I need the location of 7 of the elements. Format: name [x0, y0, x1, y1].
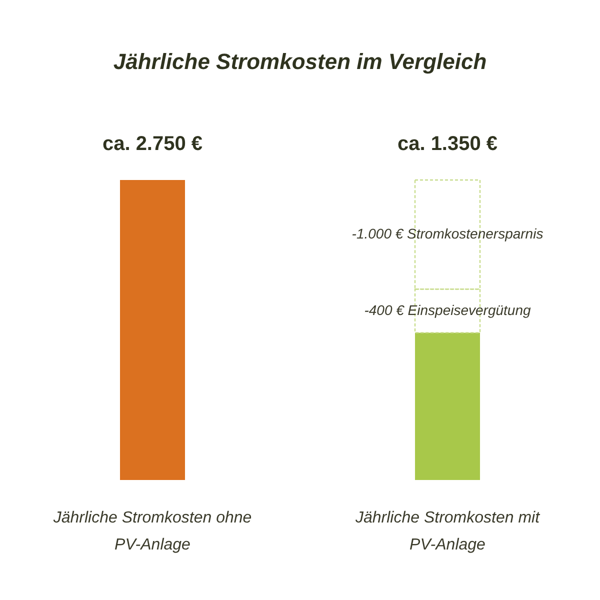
chart-title: Jährliche Stromkosten im Vergleich: [113, 49, 487, 74]
data-label: ca. 2.750 €: [102, 133, 203, 155]
annotation: -400 € Einspeisevergütung: [364, 302, 531, 318]
data-label: ca. 1.350 €: [397, 133, 498, 155]
annotation: -1.000 € Stromkostenersparnis: [352, 226, 544, 242]
x-tick-label: Jährliche Stromkosten ohne PV-Anlage: [52, 510, 252, 554]
x-tick-label: Jährliche Stromkosten mit PV-Anlage: [354, 510, 540, 554]
